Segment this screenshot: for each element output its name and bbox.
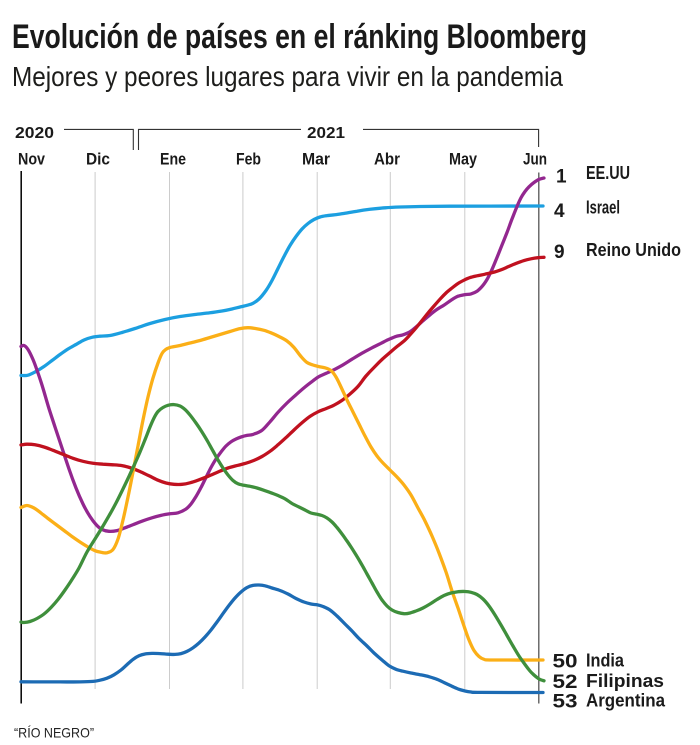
svg-text:1: 1 xyxy=(556,167,567,188)
svg-text:Evolución de países en el ránk: Evolución de países en el ránking Bloomb… xyxy=(12,18,587,56)
svg-text:2021: 2021 xyxy=(307,125,345,142)
svg-text:Nov: Nov xyxy=(18,150,45,169)
svg-text:2020: 2020 xyxy=(15,125,54,142)
svg-text:Israel: Israel xyxy=(586,198,620,218)
svg-text:Mar: Mar xyxy=(302,150,330,169)
svg-text:EE.UU: EE.UU xyxy=(586,163,630,183)
svg-text:4: 4 xyxy=(554,201,565,222)
svg-text:Filipinas: Filipinas xyxy=(586,671,664,691)
svg-text:53: 53 xyxy=(553,692,578,713)
svg-text:Dic: Dic xyxy=(86,150,110,169)
svg-text:May: May xyxy=(449,150,477,169)
svg-text:Abr: Abr xyxy=(374,150,400,169)
svg-text:52: 52 xyxy=(553,672,578,693)
svg-text:50: 50 xyxy=(553,652,578,673)
svg-text:Jun: Jun xyxy=(523,150,547,169)
svg-text:India: India xyxy=(586,651,625,671)
svg-text:Feb: Feb xyxy=(236,150,261,169)
svg-text:Reino Unido: Reino Unido xyxy=(586,240,681,260)
svg-text:Ene: Ene xyxy=(160,150,186,169)
svg-text:“RÍO NEGRO”: “RÍO NEGRO” xyxy=(14,725,94,741)
svg-text:Mejores y peores lugares para: Mejores y peores lugares para vivir en l… xyxy=(12,61,563,92)
svg-text:9: 9 xyxy=(554,242,565,263)
svg-text:Argentina: Argentina xyxy=(586,691,666,711)
